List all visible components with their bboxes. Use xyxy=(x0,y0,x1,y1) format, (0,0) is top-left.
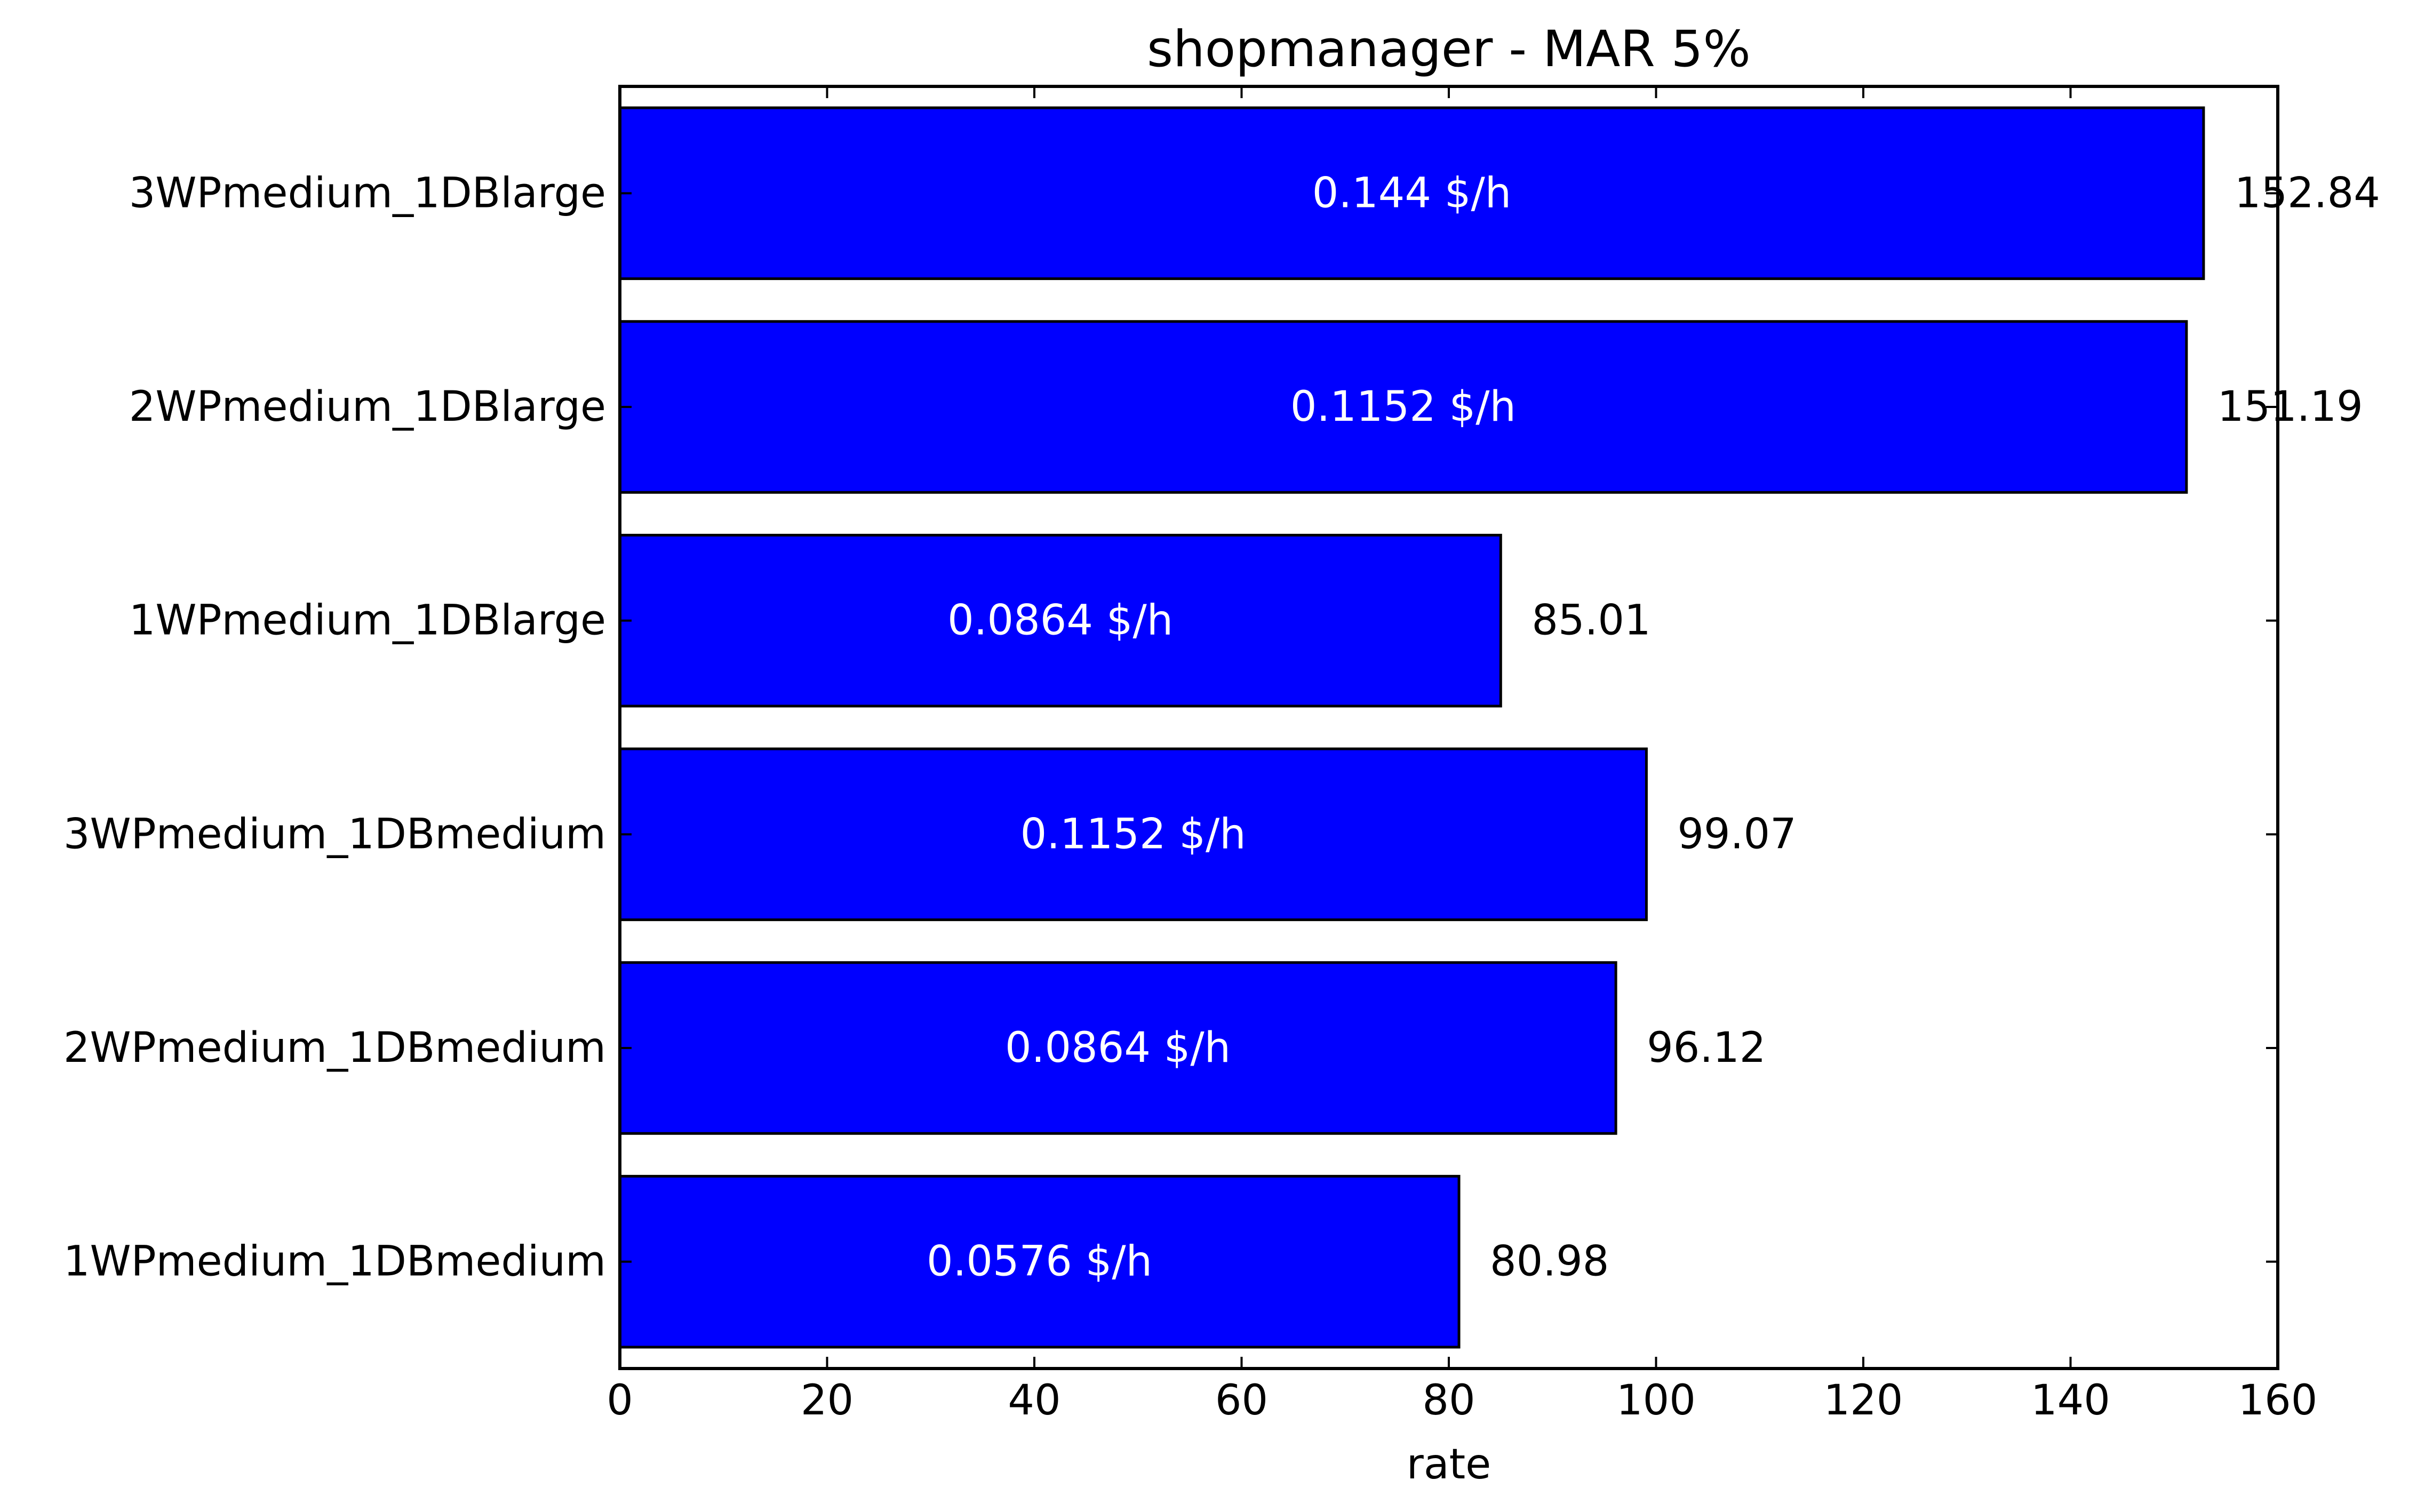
x-tick-label: 160 xyxy=(2238,1377,2318,1425)
bar-cost-label: 0.0576 $/h xyxy=(927,1238,1152,1286)
bar-value-label: 85.01 xyxy=(1531,597,1650,645)
bar-value-label: 99.07 xyxy=(1677,810,1796,858)
bar-cost-label: 0.144 $/h xyxy=(1312,169,1511,217)
x-tick-label: 120 xyxy=(1824,1377,1903,1425)
bar-cost-label: 0.1152 $/h xyxy=(1020,810,1246,858)
x-tick-label: 140 xyxy=(2031,1377,2110,1425)
plot-area-frame xyxy=(618,85,2279,1370)
bar xyxy=(618,961,1617,1135)
x-axis-label: rate xyxy=(1407,1441,1491,1489)
bar xyxy=(618,533,1502,708)
y-tick-label: 2WPmedium_1DBlarge xyxy=(129,383,606,431)
labels-layer: 0.144 $/h 152.84 3WPmedium_1DBlarge 0.1152 … xyxy=(63,169,2380,1425)
bar-cost-label: 0.1152 $/h xyxy=(1290,383,1516,431)
chart-title: shopmanager - MAR 5% xyxy=(1147,20,1751,78)
y-tick-label: 3WPmedium_1DBlarge xyxy=(129,169,606,217)
bars-layer xyxy=(618,106,2205,1349)
bar-cost-label: 0.0864 $/h xyxy=(1005,1024,1231,1072)
bar-value-label: 80.98 xyxy=(1490,1238,1609,1286)
x-tick-label: 0 xyxy=(607,1377,633,1425)
bar-value-label: 152.84 xyxy=(2235,169,2380,217)
bar xyxy=(618,106,2205,281)
y-tick-label: 1WPmedium_1DBlarge xyxy=(129,597,606,645)
bar xyxy=(618,320,2188,494)
y-tick-label: 2WPmedium_1DBmedium xyxy=(63,1024,606,1072)
x-tick-label: 40 xyxy=(1008,1377,1060,1425)
bar-cost-label: 0.0864 $/h xyxy=(947,597,1173,645)
x-tick-label: 60 xyxy=(1215,1377,1268,1425)
x-tick-label: 20 xyxy=(801,1377,853,1425)
bar xyxy=(618,747,1648,922)
x-tick-label: 100 xyxy=(1616,1377,1696,1425)
y-tick-label: 3WPmedium_1DBmedium xyxy=(63,810,606,858)
ticks-layer xyxy=(619,86,2279,1369)
x-tick-label: 80 xyxy=(1422,1377,1475,1425)
bar-value-label: 151.19 xyxy=(2217,383,2363,431)
y-tick-label: 1WPmedium_1DBmedium xyxy=(63,1238,606,1286)
bar-value-label: 96.12 xyxy=(1647,1024,1766,1072)
bar xyxy=(618,1174,1461,1349)
